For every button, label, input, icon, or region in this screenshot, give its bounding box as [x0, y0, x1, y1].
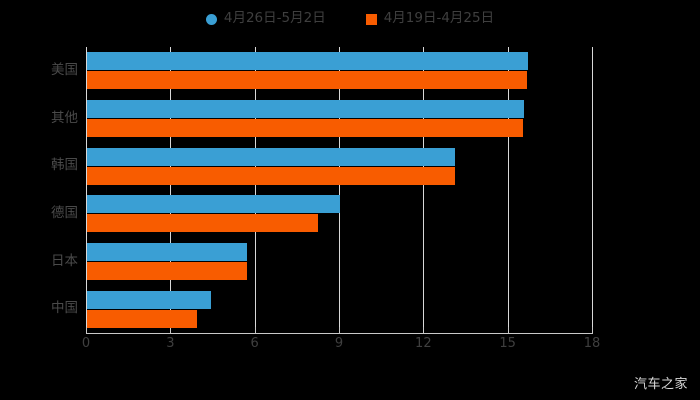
bar-日本-4月26日-5月2日[interactable]: [87, 243, 248, 261]
bar-韩国-4月26日-5月2日[interactable]: [87, 147, 456, 166]
bar-韩国-4月19日-4月25日[interactable]: [87, 166, 456, 185]
x-axis-tick-mark: [170, 327, 172, 333]
gridline: [339, 47, 340, 333]
bar-其他-4月26日-5月2日[interactable]: [87, 100, 525, 118]
bar-中国-4月19日-4月25日[interactable]: [87, 309, 197, 328]
gridline: [170, 47, 172, 333]
x-axis-tick-mark: [507, 327, 509, 333]
x-axis-tick-label: 3: [166, 336, 175, 351]
watermark: 汽车之家: [633, 377, 688, 392]
x-axis-tick-mark: [423, 327, 425, 333]
bar-美国-4月26日-5月2日[interactable]: [87, 52, 529, 71]
bar-其他-4月19日-4月25日[interactable]: [87, 119, 523, 137]
y-axis-category-label: 其他: [51, 109, 78, 126]
y-axis-category-label: 德国: [51, 204, 78, 221]
gridline: [592, 47, 593, 333]
gridline: [254, 47, 256, 333]
x-axis-tick-mark: [339, 327, 340, 333]
y-axis-category-label: 韩国: [51, 157, 78, 174]
x-axis-tick-label: 0: [81, 336, 91, 351]
y-axis-category-label: 日本: [51, 252, 78, 269]
legend-item-series-2[interactable]: 4月19日-4月25日: [365, 10, 495, 27]
x-axis-tick-label: 9: [334, 336, 344, 351]
x-axis-tick-label: 6: [250, 336, 259, 351]
x-axis-tick-mark: [86, 327, 87, 333]
x-axis-line: [86, 333, 593, 334]
circle-marker-icon: [205, 13, 217, 25]
y-axis-category-label: 美国: [51, 61, 78, 78]
x-axis-tick-label: 12: [415, 336, 432, 351]
x-axis-tick-label: 18: [583, 336, 601, 351]
square-marker-icon: [365, 13, 377, 25]
x-axis-tick-label: 15: [499, 336, 516, 351]
bar-美国-4月19日-4月25日[interactable]: [87, 71, 527, 90]
x-axis-tick-mark: [254, 327, 256, 333]
bar-德国-4月19日-4月25日[interactable]: [87, 214, 318, 233]
bar-德国-4月26日-5月2日[interactable]: [87, 195, 340, 214]
plot-area: [86, 47, 593, 333]
bar-中国-4月26日-5月2日[interactable]: [87, 290, 211, 309]
y-axis-line: [86, 47, 87, 334]
gridline: [507, 47, 509, 333]
gridline: [423, 47, 425, 333]
legend-label-series-2: 4月19日-4月25日: [383, 10, 495, 27]
legend-label-series-1: 4月26日-5月2日: [223, 10, 326, 27]
y-axis-category-label: 中国: [51, 300, 78, 317]
chart-legend: 4月26日-5月2日 4月19日-4月25日: [0, 8, 700, 30]
bar-日本-4月19日-4月25日[interactable]: [87, 262, 248, 280]
x-axis-tick-mark: [592, 327, 593, 333]
legend-item-series-1[interactable]: 4月26日-5月2日: [205, 10, 326, 27]
